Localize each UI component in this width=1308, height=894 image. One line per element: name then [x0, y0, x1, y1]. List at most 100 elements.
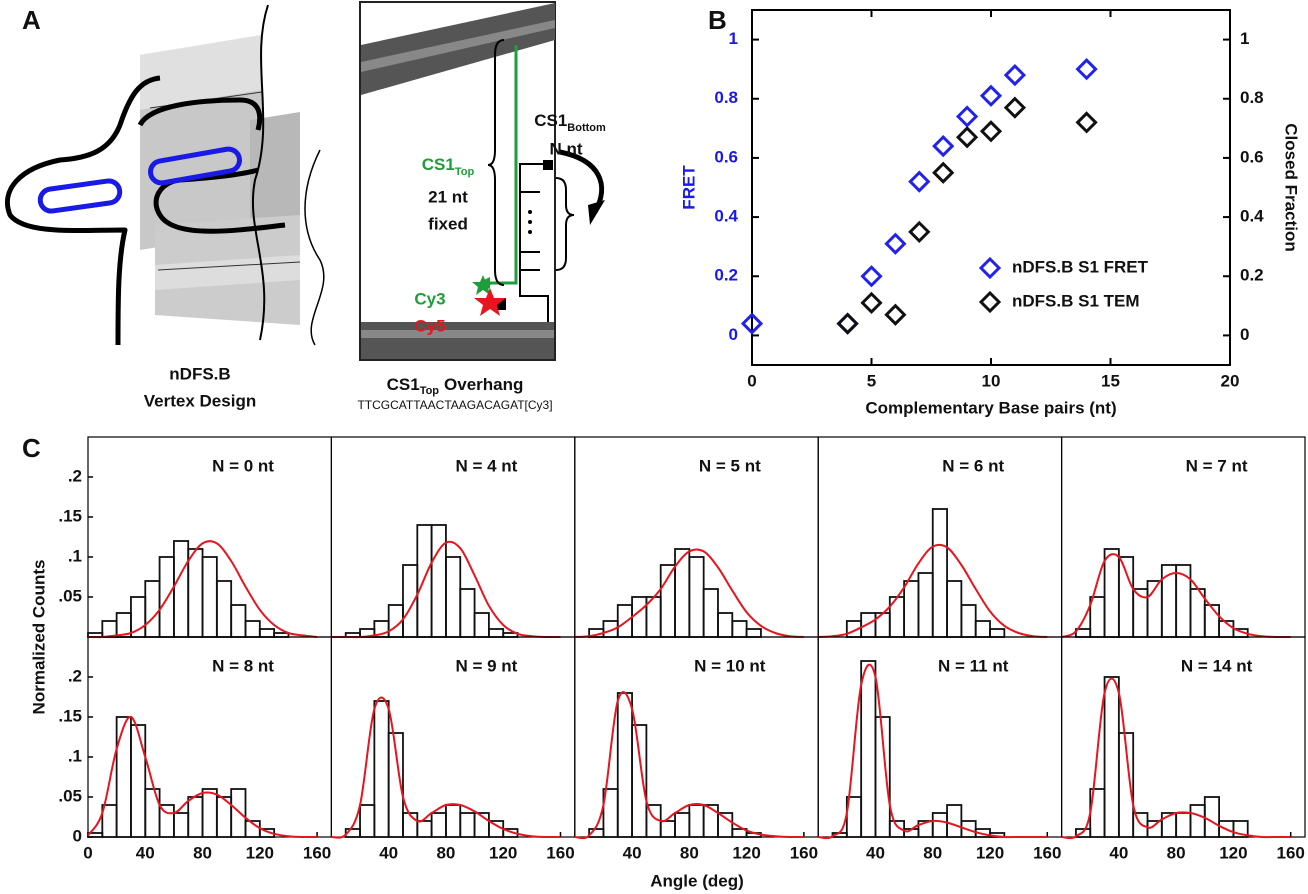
x-tick-label: 0 [83, 843, 92, 862]
panel-title: N = 5 nt [699, 456, 761, 475]
bottom-length: N nt [549, 139, 582, 158]
fit-curve [818, 663, 1048, 840]
histogram-bar [230, 788, 247, 838]
data-point [908, 220, 931, 243]
strand-name: CS1 [422, 155, 455, 174]
strand-subscript: Top [455, 166, 475, 178]
x-tick-label: 80 [680, 843, 699, 862]
histogram-bar [659, 564, 676, 638]
x-tick-label: 0 [747, 371, 756, 390]
histogram-bar [1203, 604, 1220, 638]
histogram-bar [702, 804, 719, 838]
histogram-bar [187, 548, 204, 638]
panel-title: N = 0 nt [212, 456, 274, 475]
x-tick-label: 160 [790, 843, 818, 862]
histogram-bar [1189, 804, 1206, 838]
y-tick-label: 0.8 [714, 88, 738, 107]
panel-title: N = 4 nt [455, 456, 517, 475]
data-point [979, 120, 1003, 143]
histogram-bar [989, 628, 1006, 638]
panel-title: N = 8 nt [212, 656, 274, 675]
x-tick-label: 15 [1101, 371, 1120, 390]
histogram-bar [731, 620, 748, 638]
vertex-name: nDFS.B [169, 364, 230, 383]
histogram-bar [688, 804, 705, 838]
x-tick-label: 120 [732, 843, 760, 862]
y-tick-label: .2 [68, 666, 82, 685]
x-tick-label: 120 [976, 843, 1004, 862]
x-tick-label: 20 [1221, 371, 1240, 390]
histogram-bar [1203, 796, 1220, 838]
histogram-bar [445, 804, 462, 838]
x-tick-label: 5 [867, 371, 876, 390]
histogram-bar [115, 716, 132, 838]
y-tick-label: 1 [729, 29, 738, 48]
histogram-bar [101, 804, 118, 838]
histogram-bar [931, 812, 948, 838]
histogram-bar [244, 620, 261, 638]
top-note: fixed [428, 214, 468, 233]
x-tick-label: 40 [379, 843, 398, 862]
donor-label: Cy3 [414, 289, 445, 308]
histogram-bar [1175, 564, 1192, 638]
y-tick-label: .15 [58, 506, 82, 525]
histogram-bar [874, 716, 891, 838]
legend-label: nDFS.B S1 FRET [1012, 257, 1149, 276]
y-axis-label: FRET [679, 165, 698, 210]
histogram-bar [459, 588, 476, 638]
panel-title: N = 10 nt [694, 656, 766, 675]
histogram-bar [1103, 676, 1120, 838]
y2-tick-label: 0.8 [1240, 88, 1264, 107]
histogram-bar [487, 628, 505, 638]
histogram-bar [187, 796, 204, 838]
panel-title: N = 7 nt [1186, 456, 1248, 475]
top-length: 21 nt [428, 187, 468, 206]
x-tick-label: 80 [923, 843, 942, 862]
x-tick-label: 40 [136, 843, 155, 862]
panel-frame [574, 436, 819, 638]
top-strand-label: CS1Top [422, 155, 475, 177]
panel-frame [87, 636, 332, 838]
y-tick-label: .2 [68, 466, 82, 485]
y-tick-label: .1 [68, 546, 82, 565]
y2-tick-label: 0.4 [1240, 207, 1264, 226]
bottom-strand-label: CS1Bottom [534, 111, 606, 133]
histogram-bar [917, 572, 934, 638]
histogram-bar [402, 564, 419, 638]
data-point [955, 105, 979, 128]
histogram-bar [173, 540, 190, 638]
histogram-bar [745, 628, 762, 638]
data-point [860, 291, 883, 314]
data-point [836, 312, 859, 335]
legend-label: nDFS.B S1 TEM [1012, 291, 1140, 310]
histogram-bar [931, 508, 948, 638]
y-tick-label: 0.4 [714, 207, 738, 226]
x-tick-label: 40 [1109, 843, 1128, 862]
y2-axis-label: Closed Fraction [1282, 123, 1301, 251]
x-tick-label: 160 [1033, 843, 1061, 862]
y2-tick-label: 0.6 [1240, 147, 1264, 166]
data-point [955, 126, 979, 149]
panel-frame [330, 436, 576, 638]
panel-label: B [708, 5, 727, 35]
histogram-bar [717, 812, 734, 838]
histogram-bar [702, 588, 719, 638]
x-tick-label: 80 [193, 843, 212, 862]
histogram-bar [659, 820, 676, 838]
histogram-bar [445, 556, 462, 638]
histogram-bar [173, 812, 190, 838]
x-tick-label: 160 [546, 843, 574, 862]
overhang-word: Overhang [444, 375, 523, 394]
histogram-bar [616, 692, 633, 838]
histogram-bar [860, 612, 877, 638]
y-axis-label: Normalized Counts [29, 560, 48, 715]
x-tick-label: 120 [246, 843, 274, 862]
data-point [1003, 96, 1027, 119]
histogram-bar [373, 700, 390, 838]
x-tick-label: 160 [1276, 843, 1304, 862]
data-point [979, 84, 1003, 107]
histogram-bar [1117, 732, 1135, 838]
data-point [908, 170, 931, 193]
histogram-bar [144, 580, 161, 638]
